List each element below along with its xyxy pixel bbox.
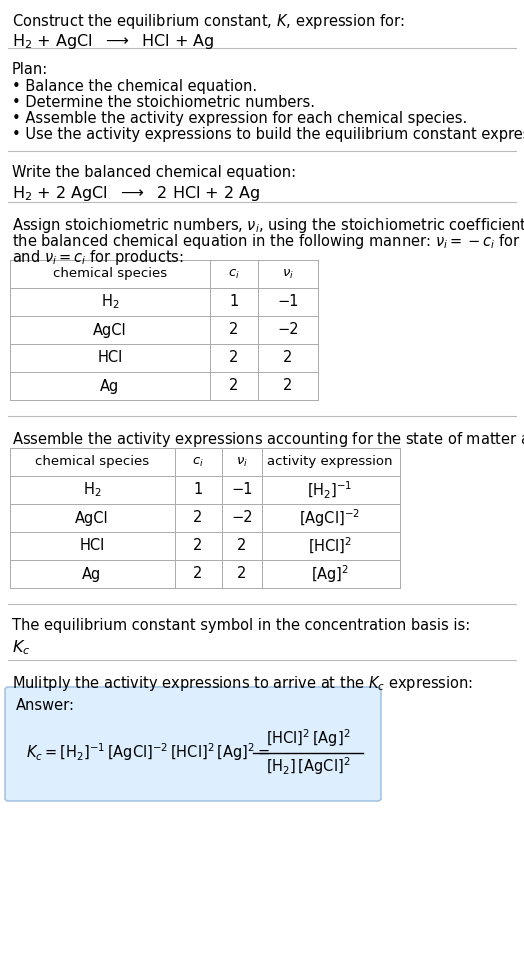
Text: Ag: Ag	[82, 567, 102, 582]
Text: [HCl]$^2$: [HCl]$^2$	[308, 536, 352, 556]
Text: chemical species: chemical species	[53, 268, 167, 280]
Text: Assign stoichiometric numbers, $\nu_i$, using the stoichiometric coefficients, $: Assign stoichiometric numbers, $\nu_i$, …	[12, 216, 524, 235]
Text: Answer:: Answer:	[16, 698, 75, 713]
Text: 2: 2	[283, 379, 293, 393]
Text: 2: 2	[237, 539, 247, 553]
Text: $c_i$: $c_i$	[228, 267, 240, 280]
Text: [AgCl]$^{-2}$: [AgCl]$^{-2}$	[299, 507, 361, 529]
Text: 2: 2	[230, 379, 239, 393]
Text: $c_i$: $c_i$	[192, 456, 204, 469]
FancyBboxPatch shape	[5, 687, 381, 801]
Text: $K_c$: $K_c$	[12, 638, 30, 657]
Text: 2: 2	[283, 350, 293, 366]
Text: [Ag]$^2$: [Ag]$^2$	[311, 563, 349, 585]
Text: HCl: HCl	[79, 539, 105, 553]
Text: chemical species: chemical species	[35, 456, 149, 469]
Text: • Assemble the activity expression for each chemical species.: • Assemble the activity expression for e…	[12, 111, 467, 126]
Text: −1: −1	[231, 482, 253, 498]
Text: Assemble the activity expressions accounting for the state of matter and $\nu_i$: Assemble the activity expressions accoun…	[12, 430, 524, 449]
Text: 2: 2	[193, 539, 203, 553]
Text: • Determine the stoichiometric numbers.: • Determine the stoichiometric numbers.	[12, 95, 315, 110]
Text: 2: 2	[230, 323, 239, 338]
Text: AgCl: AgCl	[93, 323, 127, 338]
Text: Plan:: Plan:	[12, 62, 48, 77]
Text: 1: 1	[230, 295, 238, 309]
Text: Ag: Ag	[101, 379, 119, 393]
Text: Construct the equilibrium constant, $K$, expression for:: Construct the equilibrium constant, $K$,…	[12, 12, 405, 31]
Text: 2: 2	[193, 510, 203, 525]
Text: H$_2$ + 2 AgCl  $\longrightarrow$  2 HCl + 2 Ag: H$_2$ + 2 AgCl $\longrightarrow$ 2 HCl +…	[12, 184, 260, 203]
Text: 2: 2	[237, 567, 247, 582]
Text: 2: 2	[193, 567, 203, 582]
Text: Write the balanced chemical equation:: Write the balanced chemical equation:	[12, 165, 296, 180]
Text: $\nu_i$: $\nu_i$	[282, 267, 294, 280]
Text: −2: −2	[277, 323, 299, 338]
Text: The equilibrium constant symbol in the concentration basis is:: The equilibrium constant symbol in the c…	[12, 618, 470, 633]
Text: the balanced chemical equation in the following manner: $\nu_i = -c_i$ for react: the balanced chemical equation in the fo…	[12, 232, 524, 251]
Text: [H$_2$]$^{-1}$: [H$_2$]$^{-1}$	[308, 479, 353, 501]
Text: H$_2$: H$_2$	[83, 480, 101, 500]
Text: 2: 2	[230, 350, 239, 366]
Text: • Use the activity expressions to build the equilibrium constant expression.: • Use the activity expressions to build …	[12, 127, 524, 142]
Text: AgCl: AgCl	[75, 510, 109, 525]
Text: H$_2$ + AgCl  $\longrightarrow$  HCl + Ag: H$_2$ + AgCl $\longrightarrow$ HCl + Ag	[12, 32, 214, 51]
Text: 1: 1	[193, 482, 203, 498]
Text: −1: −1	[277, 295, 299, 309]
Text: $K_c = [\mathrm{H_2}]^{-1}\,[\mathrm{AgCl}]^{-2}\,[\mathrm{HCl}]^2\,[\mathrm{Ag}: $K_c = [\mathrm{H_2}]^{-1}\,[\mathrm{AgC…	[26, 742, 270, 764]
Text: $[\mathrm{HCl}]^2\,[\mathrm{Ag}]^2$: $[\mathrm{HCl}]^2\,[\mathrm{Ag}]^2$	[266, 727, 350, 749]
Text: Mulitply the activity expressions to arrive at the $K_c$ expression:: Mulitply the activity expressions to arr…	[12, 674, 473, 693]
Text: • Balance the chemical equation.: • Balance the chemical equation.	[12, 79, 257, 94]
Text: activity expression: activity expression	[267, 456, 393, 469]
Text: and $\nu_i = c_i$ for products:: and $\nu_i = c_i$ for products:	[12, 248, 184, 267]
Text: −2: −2	[231, 510, 253, 525]
Text: $[\mathrm{H_2}]\,[\mathrm{AgCl}]^2$: $[\mathrm{H_2}]\,[\mathrm{AgCl}]^2$	[266, 756, 350, 777]
Text: HCl: HCl	[97, 350, 123, 366]
Text: $\nu_i$: $\nu_i$	[236, 456, 248, 469]
Text: H$_2$: H$_2$	[101, 293, 119, 311]
